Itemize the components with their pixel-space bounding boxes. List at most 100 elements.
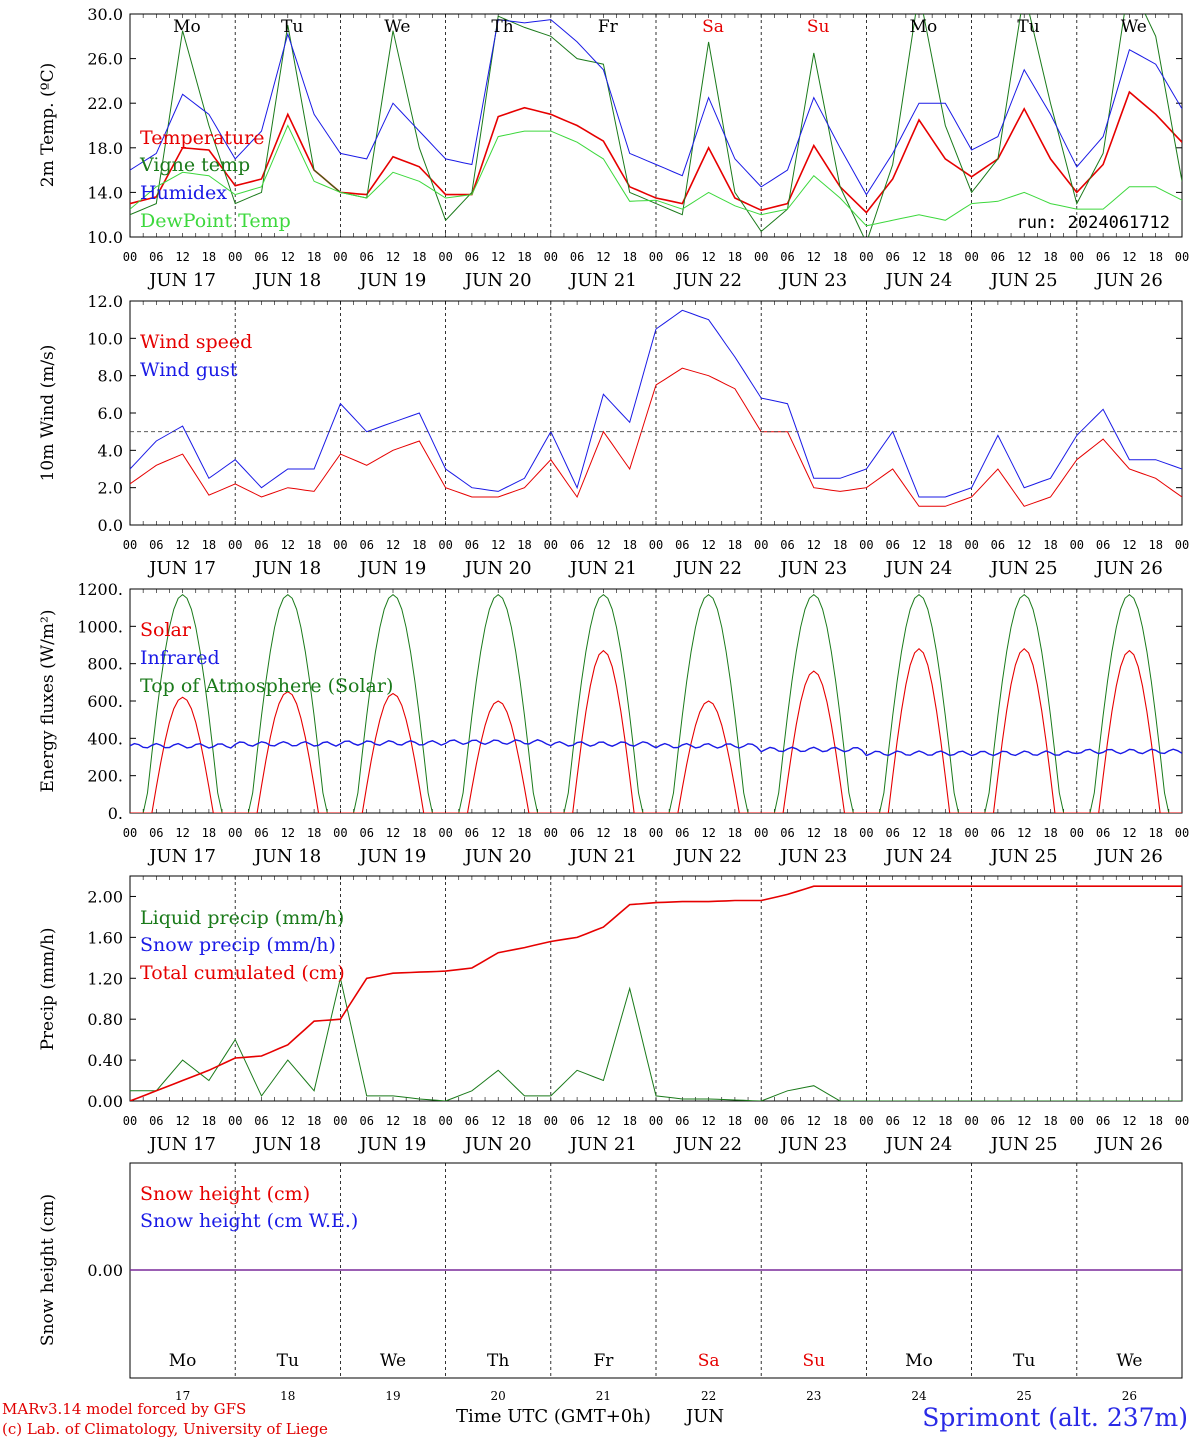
hour-tick-label: 12 bbox=[807, 250, 821, 264]
hour-tick-label: 00 bbox=[123, 1114, 137, 1128]
y-tick-label: 10.0 bbox=[87, 228, 123, 247]
hour-tick-label: 18 bbox=[517, 250, 531, 264]
hour-tick-label: 12 bbox=[701, 1114, 715, 1128]
hour-tick-label: 06 bbox=[254, 250, 268, 264]
y-axis-label: 10m Wind (m/s) bbox=[38, 345, 58, 482]
hour-tick-label: 12 bbox=[912, 826, 926, 840]
hour-tick-label: 00 bbox=[964, 1114, 978, 1128]
weekday-label: We bbox=[380, 1351, 406, 1371]
weekday-label: We bbox=[1116, 1351, 1142, 1371]
hour-tick-label: 12 bbox=[491, 1114, 505, 1128]
hour-tick-label: 00 bbox=[544, 1114, 558, 1128]
y-tick-label: 200. bbox=[87, 767, 123, 786]
hour-tick-label: 18 bbox=[622, 826, 636, 840]
panel-frame bbox=[129, 300, 1183, 526]
hour-tick-label: 06 bbox=[885, 1114, 899, 1128]
hour-tick-label: 12 bbox=[1017, 826, 1031, 840]
hour-tick-label: 12 bbox=[701, 538, 715, 552]
date-label: JUN 22 bbox=[673, 846, 742, 867]
hour-tick-label: 06 bbox=[149, 826, 163, 840]
date-label: JUN 21 bbox=[568, 846, 637, 867]
day-number: 24 bbox=[911, 1389, 927, 1403]
hour-tick-label: 00 bbox=[649, 538, 663, 552]
hour-tick-label: 00 bbox=[123, 826, 137, 840]
hour-tick-label: 18 bbox=[833, 1114, 847, 1128]
plot-area bbox=[130, 309, 1182, 507]
hour-tick-label: 18 bbox=[1148, 538, 1162, 552]
hour-tick-label: 00 bbox=[333, 538, 347, 552]
hour-tick-label: 18 bbox=[833, 538, 847, 552]
date-label: JUN 22 bbox=[673, 1134, 742, 1155]
panel-5: 0.00 Snow height (cm) Snow height (cm) Snow… bbox=[38, 1162, 1183, 1403]
weekday-label: Fr bbox=[598, 17, 619, 37]
location-title: Sprimont (alt. 237m) bbox=[922, 1403, 1188, 1432]
legend-entry: Humidex bbox=[140, 182, 227, 204]
hour-tick-label: 12 bbox=[1122, 250, 1136, 264]
day-number: 20 bbox=[491, 1389, 506, 1403]
weekday-label: Mo bbox=[169, 1351, 197, 1371]
date-label: JUN 25 bbox=[989, 558, 1058, 579]
y-axis-label: Energy fluxes (W/m²) bbox=[38, 610, 58, 793]
hour-tick-label: 00 bbox=[1175, 1114, 1189, 1128]
hour-tick-label: 06 bbox=[780, 1114, 794, 1128]
hour-tick-label: 06 bbox=[675, 826, 689, 840]
weekday-label: Mo bbox=[910, 17, 938, 37]
y-tick-label: 400. bbox=[87, 729, 123, 748]
hour-tick-label: 18 bbox=[938, 826, 952, 840]
y-tick-label: 0.0 bbox=[98, 516, 123, 535]
date-label: JUN 18 bbox=[252, 558, 321, 579]
y-tick-label: 4.0 bbox=[98, 441, 123, 460]
date-label: JUN 18 bbox=[252, 1134, 321, 1155]
date-label: JUN 24 bbox=[884, 558, 953, 579]
hour-tick-label: 18 bbox=[202, 1114, 216, 1128]
hour-tick-label: 00 bbox=[649, 250, 663, 264]
weekday-label: Tu bbox=[1017, 17, 1039, 37]
hour-tick-label: 12 bbox=[175, 250, 189, 264]
hour-tick-label: 00 bbox=[964, 826, 978, 840]
date-label: JUN 20 bbox=[463, 1134, 532, 1155]
hour-tick-label: 18 bbox=[728, 250, 742, 264]
hour-tick-label: 00 bbox=[544, 538, 558, 552]
hour-tick-label: 18 bbox=[1148, 1114, 1162, 1128]
legend-entry: Wind gust bbox=[140, 359, 238, 381]
legend-entry: Infrared bbox=[140, 647, 220, 669]
hour-tick-label: 12 bbox=[807, 1114, 821, 1128]
hour-tick-label: 06 bbox=[254, 1114, 268, 1128]
hour-tick-label: 12 bbox=[386, 250, 400, 264]
hour-tick-label: 00 bbox=[544, 826, 558, 840]
weekday-label: Sa bbox=[698, 1351, 720, 1371]
day-number: 22 bbox=[701, 1389, 716, 1403]
hour-tick-label: 00 bbox=[1070, 250, 1084, 264]
hour-tick-label: 18 bbox=[938, 538, 952, 552]
hour-tick-label: 12 bbox=[807, 826, 821, 840]
hour-tick-label: 00 bbox=[438, 1114, 452, 1128]
hour-tick-label: 06 bbox=[359, 1114, 373, 1128]
day-number: 18 bbox=[280, 1389, 295, 1403]
y-tick-label: 0. bbox=[108, 804, 123, 823]
hour-tick-label: 12 bbox=[1122, 1114, 1136, 1128]
day-number: 21 bbox=[596, 1389, 611, 1403]
hour-tick-label: 18 bbox=[202, 538, 216, 552]
hour-tick-label: 18 bbox=[938, 1114, 952, 1128]
date-label: JUN 20 bbox=[463, 846, 532, 867]
date-label: JUN 17 bbox=[147, 270, 216, 291]
weekday-label: Tu bbox=[281, 17, 303, 37]
date-label: JUN 20 bbox=[463, 270, 532, 291]
hour-tick-label: 18 bbox=[938, 250, 952, 264]
legend-entry: Snow height (cm) bbox=[140, 1183, 310, 1205]
hour-tick-label: 00 bbox=[544, 250, 558, 264]
hour-tick-label: 06 bbox=[991, 250, 1005, 264]
hour-tick-label: 18 bbox=[1148, 826, 1162, 840]
weekday-label: Th bbox=[491, 17, 513, 37]
day-number: 26 bbox=[1122, 1389, 1137, 1403]
date-label: JUN 26 bbox=[1094, 846, 1163, 867]
date-label: JUN 19 bbox=[358, 846, 427, 867]
hour-tick-label: 00 bbox=[438, 250, 452, 264]
date-label: JUN 24 bbox=[884, 846, 953, 867]
hour-tick-label: 06 bbox=[675, 1114, 689, 1128]
weekday-label: We bbox=[1121, 17, 1147, 37]
hour-tick-label: 00 bbox=[1070, 1114, 1084, 1128]
legend-entry: Wind speed bbox=[140, 331, 252, 353]
y-tick-label: 1.60 bbox=[87, 928, 123, 947]
day-number: 17 bbox=[175, 1389, 190, 1403]
